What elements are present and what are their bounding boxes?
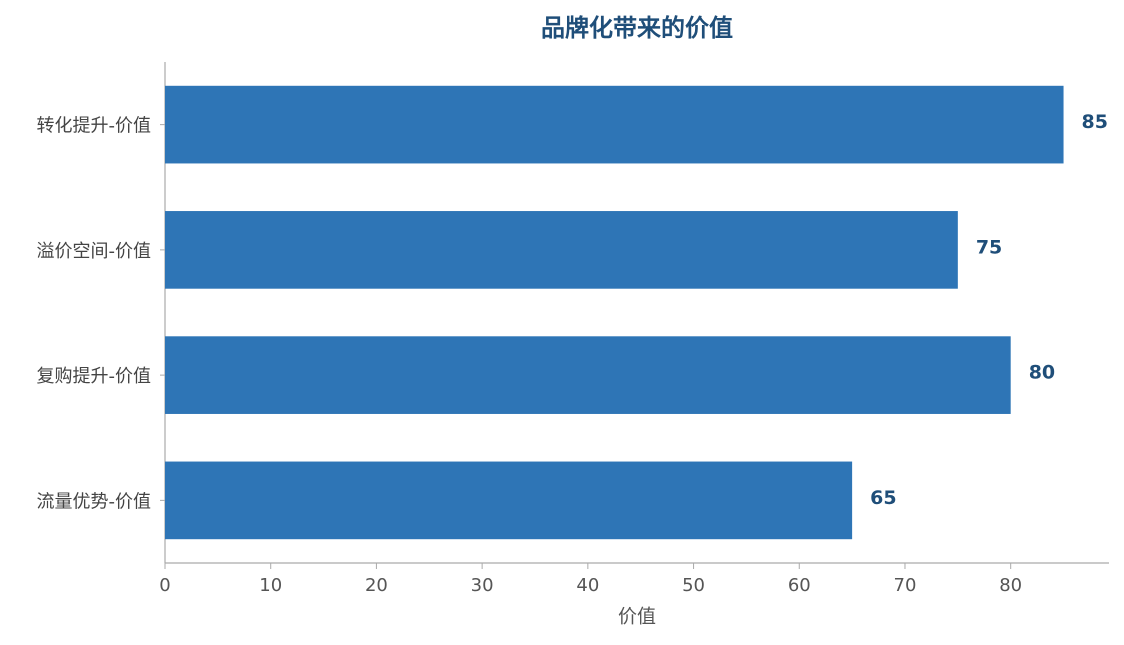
x-tick-label: 10 bbox=[259, 575, 282, 596]
x-tick-label: 40 bbox=[576, 575, 599, 596]
value-label: 85 bbox=[1082, 111, 1108, 133]
y-tick-label: 复购提升-价值 bbox=[37, 366, 152, 387]
x-tick-label: 80 bbox=[999, 575, 1022, 596]
bar bbox=[165, 211, 958, 289]
x-tick-label: 20 bbox=[365, 575, 388, 596]
chart-title: 品牌化带来的价值 bbox=[541, 14, 733, 42]
x-axis-label: 价值 bbox=[618, 606, 656, 628]
value-label: 80 bbox=[1029, 362, 1055, 384]
x-tick-label: 50 bbox=[682, 575, 705, 596]
x-tick-label: 30 bbox=[471, 575, 494, 596]
value-label: 75 bbox=[976, 236, 1002, 258]
bar bbox=[165, 461, 853, 540]
bar bbox=[165, 85, 1064, 164]
value-label: 65 bbox=[870, 487, 896, 509]
bar bbox=[165, 336, 1011, 414]
x-tick-label: 60 bbox=[788, 575, 811, 596]
y-tick-label: 转化提升-价值 bbox=[37, 116, 152, 137]
x-tick-label: 70 bbox=[894, 575, 917, 596]
y-tick-label: 流量优势-价值 bbox=[37, 491, 152, 512]
y-tick-label: 溢价空间-价值 bbox=[37, 241, 152, 262]
x-tick-label: 0 bbox=[159, 575, 170, 596]
